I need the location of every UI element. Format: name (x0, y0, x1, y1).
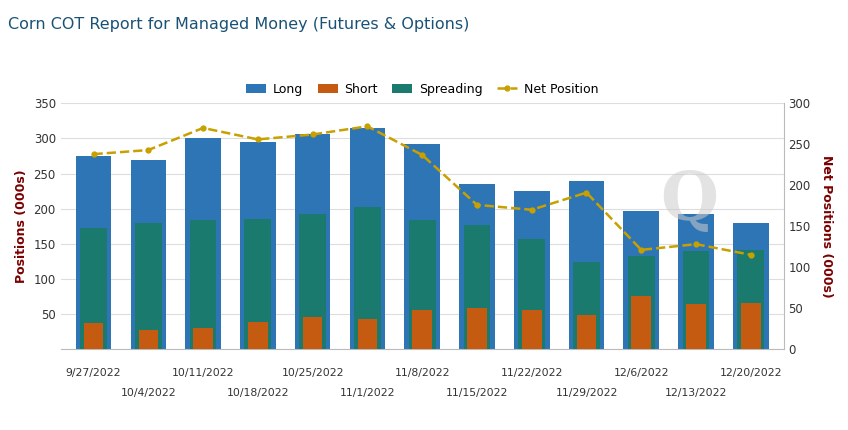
Text: 10/11/2022: 10/11/2022 (172, 369, 234, 378)
Bar (135, 223, 162, 349)
Text: 11/8/2022: 11/8/2022 (394, 369, 450, 378)
Text: 10/4/2022: 10/4/2022 (120, 388, 176, 398)
Bar (678, 214, 714, 349)
Bar (84, 323, 103, 349)
Y-axis label: Positions (000s): Positions (000s) (15, 169, 28, 283)
Bar (81, 227, 107, 349)
Text: 12/20/2022: 12/20/2022 (720, 369, 782, 378)
Text: 11/22/2022: 11/22/2022 (500, 369, 563, 378)
Bar (131, 160, 166, 349)
Bar (459, 184, 494, 349)
Bar (573, 262, 600, 349)
Bar (409, 220, 436, 349)
Bar (628, 255, 655, 349)
Text: 9/27/2022: 9/27/2022 (66, 369, 121, 378)
Legend: Long, Short, Spreading, Net Position: Long, Short, Spreading, Net Position (241, 78, 603, 101)
Bar (632, 295, 651, 349)
Text: 12/6/2022: 12/6/2022 (613, 369, 669, 378)
Text: 10/25/2022: 10/25/2022 (282, 369, 344, 378)
Bar (623, 211, 659, 349)
Bar (464, 225, 490, 349)
Bar (522, 310, 542, 349)
Bar (138, 330, 158, 349)
Bar (686, 304, 706, 349)
Text: 11/15/2022: 11/15/2022 (446, 388, 508, 398)
Text: 12/13/2022: 12/13/2022 (665, 388, 728, 398)
Text: 10/18/2022: 10/18/2022 (226, 388, 289, 398)
Bar (412, 310, 432, 349)
Bar (404, 144, 440, 349)
Bar (193, 328, 213, 349)
Bar (577, 314, 596, 349)
Bar (467, 307, 487, 349)
Bar (683, 251, 710, 349)
Bar (248, 322, 268, 349)
Bar (244, 219, 271, 349)
Bar (299, 214, 326, 349)
Y-axis label: Net Positions (000s): Net Positions (000s) (820, 155, 833, 298)
Bar (303, 317, 322, 349)
Bar (741, 303, 761, 349)
Bar (514, 191, 550, 349)
Bar (518, 239, 545, 349)
Bar (358, 319, 377, 349)
Bar (733, 223, 768, 349)
Text: Q: Q (661, 169, 718, 234)
Bar (349, 128, 385, 349)
Bar (240, 142, 276, 349)
Bar (738, 250, 764, 349)
Bar (295, 134, 331, 349)
Bar (185, 138, 220, 349)
Bar (354, 206, 381, 349)
Bar (569, 181, 605, 349)
Text: Corn COT Report for Managed Money (Futures & Options): Corn COT Report for Managed Money (Futur… (8, 17, 470, 32)
Text: 11/1/2022: 11/1/2022 (340, 388, 395, 398)
Bar (190, 220, 216, 349)
Bar (75, 156, 111, 349)
Text: 11/29/2022: 11/29/2022 (555, 388, 617, 398)
